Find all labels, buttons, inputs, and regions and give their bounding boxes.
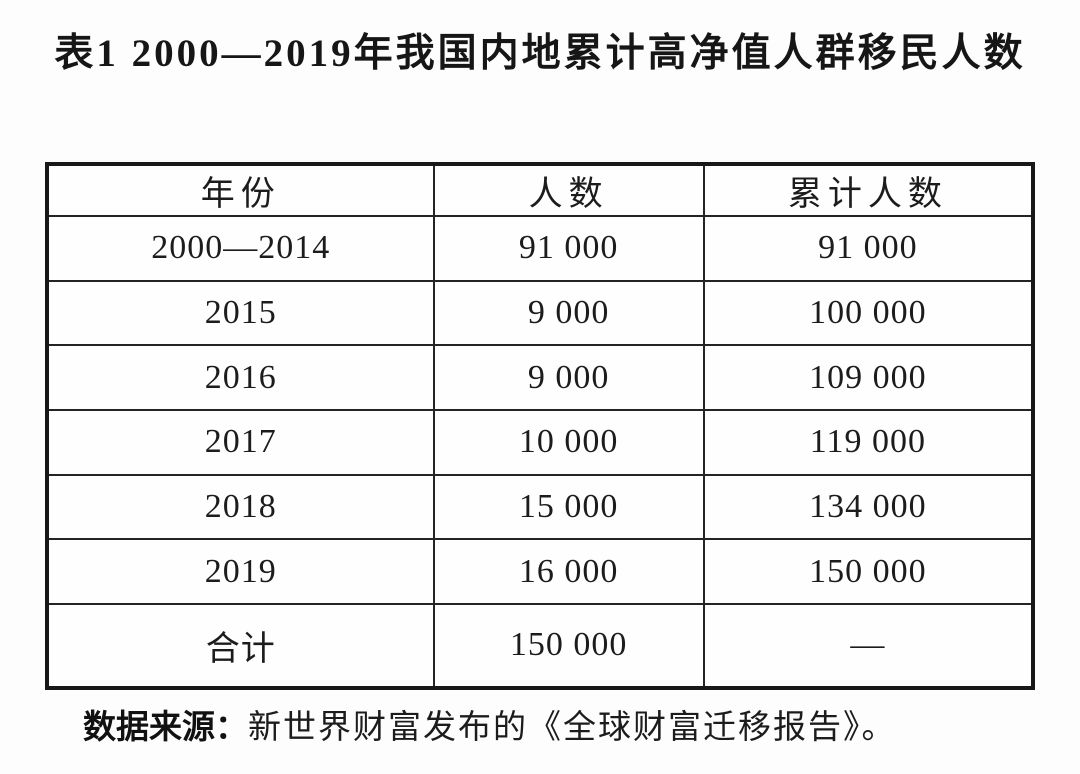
data-table: 年份 人数 累计人数 2000—2014 91 000 91 000 2015 … [45,162,1035,690]
cumulative-cell: 134 000 [702,473,1035,541]
count-cell: 10 000 [432,408,705,476]
count-cell: 9 000 [432,344,705,411]
year-cell: 2000—2014 [46,215,435,282]
source-text: 新世界财富发布的《全球财富迁移报告》。 [248,710,897,746]
table-row: 2017 10 000 119 000 [46,408,1035,476]
count-cell: 9 000 [432,279,705,347]
table-container: 年份 人数 累计人数 2000—2014 91 000 91 000 2015 … [45,162,1035,690]
table-total-row: 合计 150 000 — [46,602,1035,690]
cumulative-cell: 150 000 [702,538,1035,605]
table-row: 2019 16 000 150 000 [46,538,1035,605]
year-cell: 2017 [46,408,435,476]
year-cell: 2018 [46,473,435,541]
column-header-year: 年份 [46,163,435,217]
table-header-row: 年份 人数 累计人数 [46,163,1035,217]
total-cumulative-cell: — [702,602,1035,690]
cumulative-cell: 119 000 [702,408,1035,476]
count-cell: 15 000 [432,473,705,541]
total-label-cell: 合计 [46,602,435,690]
table-row: 2018 15 000 134 000 [46,473,1035,541]
count-cell: 16 000 [432,538,705,605]
page-title: 表1 2000—2019年我国内地累计高净值人群移民人数 [54,32,1026,75]
cumulative-cell: 100 000 [702,279,1035,347]
cumulative-cell: 91 000 [702,215,1035,282]
total-count-cell: 150 000 [432,602,705,690]
count-cell: 91 000 [432,215,705,282]
table-row: 2016 9 000 109 000 [46,344,1035,411]
column-header-cumulative: 累计人数 [702,163,1035,217]
column-header-count: 人数 [432,163,705,217]
table-row: 2015 9 000 100 000 [46,279,1035,347]
source-note: 数据来源：新世界财富发布的《全球财富迁移报告》。 [83,700,897,748]
cumulative-cell: 109 000 [702,344,1035,411]
table-row: 2000—2014 91 000 91 000 [46,215,1035,282]
source-label: 数据来源： [83,708,248,745]
year-cell: 2015 [46,279,435,347]
year-cell: 2019 [46,538,435,605]
year-cell: 2016 [46,344,435,411]
